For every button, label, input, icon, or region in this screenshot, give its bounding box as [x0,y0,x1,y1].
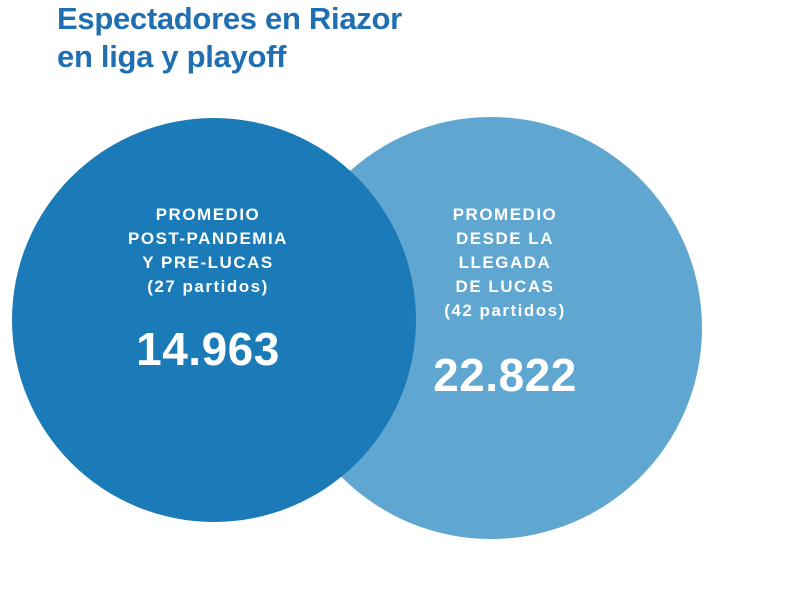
chart-title-line-1: Espectadores en Riazor [57,1,402,36]
bubble-post-pandemia-pre-lucas [12,118,416,522]
bubble-right-label-line-2: DESDE LA [456,229,554,248]
chart-title-line-2: en liga y playoff [57,39,287,74]
bubble-left-value: 14.963 [136,323,280,375]
bubble-right-value: 22.822 [433,349,577,401]
bubble-right-label-line-5: (42 partidos) [444,301,566,320]
bubble-left-label-line-3: Y PRE-LUCAS [142,253,274,272]
bubble-right-label-line-1: PROMEDIO [452,205,558,224]
bubble-left-label-line-1: PROMEDIO [155,205,261,224]
bubble-right-text: PROMEDIO DESDE LA LLEGADA DE LUCAS (42 p… [392,203,618,401]
bubble-left-label-line-4: (27 partidos) [147,277,269,296]
bubble-right-label-line-4: DE LUCAS [455,277,555,296]
bubble-right-label-line-3: LLEGADA [458,253,552,272]
bubble-left-label-line-2: POST-PANDEMIA [128,229,288,248]
bubble-left-text: PROMEDIO POST-PANDEMIA Y PRE-LUCAS (27 p… [96,203,320,375]
chart-title: Espectadores en Riazor en liga y playoff [57,0,617,76]
